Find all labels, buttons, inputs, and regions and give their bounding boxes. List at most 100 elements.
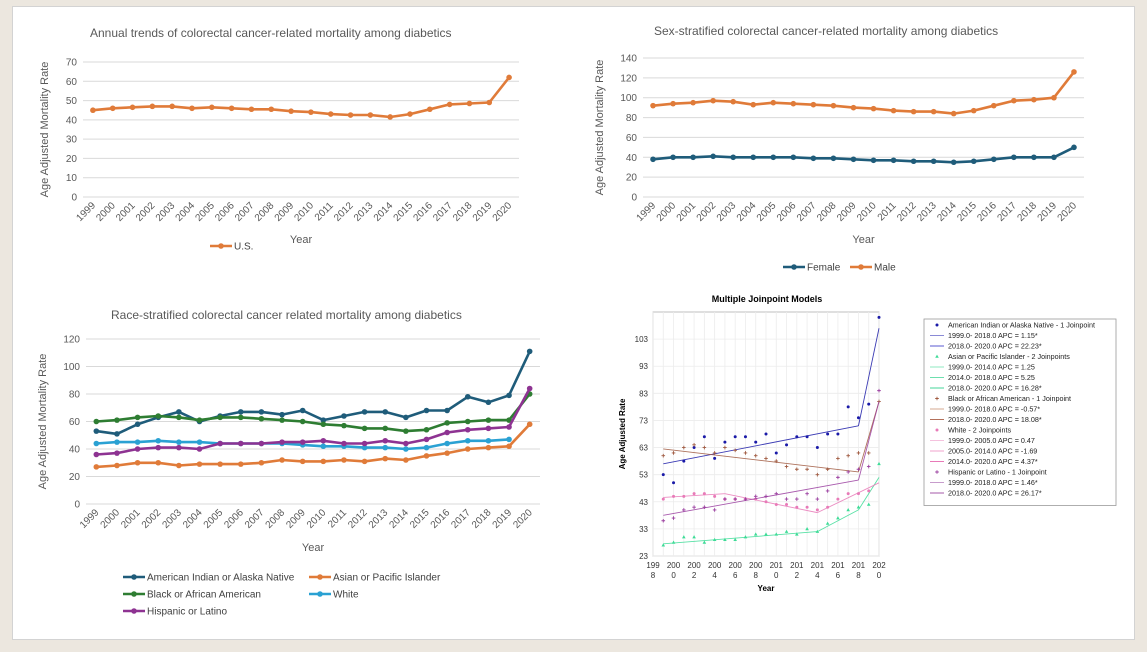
x-tick-label-line: 2 — [692, 571, 697, 580]
joinpoint-legend: American Indian or Alaska Native - 1 Joi… — [923, 318, 1117, 506]
data-point — [733, 435, 737, 439]
x-tick-label: 2017 — [995, 200, 1019, 224]
data-point — [341, 457, 347, 463]
data-point — [950, 159, 957, 166]
data-point — [134, 459, 141, 466]
data-point — [970, 158, 977, 165]
x-tick-label: 2005 — [202, 507, 226, 531]
data-point — [790, 154, 797, 161]
data-point — [672, 494, 676, 498]
legend-label: White - 2 Joinpoints — [948, 426, 1012, 435]
chart-title: Multiple Joinpoint Models — [712, 294, 823, 304]
data-point — [743, 451, 748, 455]
data-point — [114, 417, 120, 423]
data-point — [320, 417, 327, 423]
data-point — [723, 537, 727, 542]
data-point — [830, 155, 837, 162]
x-tick-label: 2013 — [367, 507, 391, 531]
x-tick-label-line: 0 — [671, 571, 676, 580]
data-point — [870, 105, 877, 112]
data-point — [382, 437, 389, 444]
data-point — [485, 399, 492, 406]
data-point — [176, 414, 182, 421]
legend-label: 1999.0- 2005.0 APC = 0.47 — [948, 436, 1035, 445]
x-tick-label-line: 201 — [811, 561, 825, 570]
legend-label: 2018.0- 2020.0 APC = 16.28* — [948, 384, 1042, 393]
data-point — [423, 436, 430, 443]
data-point — [176, 444, 182, 451]
legend-label: Asian or Pacific Islander — [333, 573, 441, 584]
data-point — [268, 106, 275, 113]
data-point — [466, 100, 473, 107]
chart-title: Sex-stratified colorectal cancer-related… — [654, 24, 998, 38]
data-point — [423, 426, 430, 433]
data-point — [671, 516, 676, 520]
data-point — [877, 388, 881, 393]
data-point — [910, 108, 917, 115]
data-point — [114, 462, 120, 469]
y-tick-label: 120 — [63, 335, 80, 346]
data-point — [387, 114, 393, 120]
data-point — [682, 459, 686, 463]
data-point — [825, 521, 830, 525]
y-tick-label: 40 — [69, 445, 81, 456]
data-point — [109, 105, 116, 112]
data-point — [299, 407, 306, 414]
series-male — [650, 69, 1077, 117]
x-tick-label-line: 8 — [856, 571, 861, 580]
data-point — [774, 532, 779, 536]
data-point — [506, 443, 512, 450]
data-point — [486, 99, 493, 106]
data-point — [464, 426, 471, 433]
data-point — [795, 497, 799, 501]
data-point — [785, 443, 789, 447]
data-point — [970, 107, 977, 114]
data-point — [733, 537, 737, 542]
data-point — [526, 348, 533, 355]
data-point — [713, 494, 717, 498]
legend-marker — [317, 591, 323, 597]
x-axis-label: Year — [758, 584, 775, 593]
data-point — [743, 535, 748, 539]
data-point — [930, 108, 937, 115]
x-tick-label: 2019 — [491, 507, 515, 531]
slide-canvas: Annual trends of colorectal cancer-relat… — [12, 6, 1135, 640]
joinpoint-series-3 — [661, 482, 880, 514]
data-point — [856, 416, 860, 420]
data-point — [795, 505, 799, 509]
legend-box — [923, 318, 1117, 506]
legend-label: 1999.0- 2018.0 APC = -0.57* — [948, 405, 1040, 414]
data-point — [692, 443, 696, 447]
data-point — [856, 505, 861, 509]
joinpoint-series-4 — [661, 388, 881, 523]
x-tick-label-line: 6 — [836, 571, 841, 580]
data-point — [702, 505, 707, 509]
data-point — [815, 497, 820, 501]
data-point — [403, 428, 409, 434]
data-point — [723, 497, 727, 501]
x-tick-label: 1999 — [75, 200, 99, 224]
data-point — [713, 456, 717, 460]
y-tick-label: 63 — [639, 444, 648, 453]
data-point — [774, 459, 779, 463]
series-u-s- — [90, 74, 512, 120]
data-point — [750, 154, 757, 161]
x-tick-label-line: 6 — [733, 571, 738, 580]
data-point — [347, 112, 354, 118]
data-point — [155, 459, 162, 466]
data-point — [485, 437, 492, 444]
series-line — [92, 76, 511, 119]
series-line — [652, 71, 1076, 115]
data-point — [836, 456, 840, 461]
data-point — [237, 440, 244, 447]
data-point — [661, 543, 666, 547]
data-point — [407, 111, 413, 117]
data-point — [712, 451, 717, 455]
x-tick-label: 2007 — [243, 507, 267, 531]
y-tick-label: 60 — [626, 133, 638, 144]
data-point — [682, 494, 686, 498]
data-point — [506, 417, 512, 423]
data-point — [692, 505, 696, 509]
data-point — [890, 157, 897, 164]
